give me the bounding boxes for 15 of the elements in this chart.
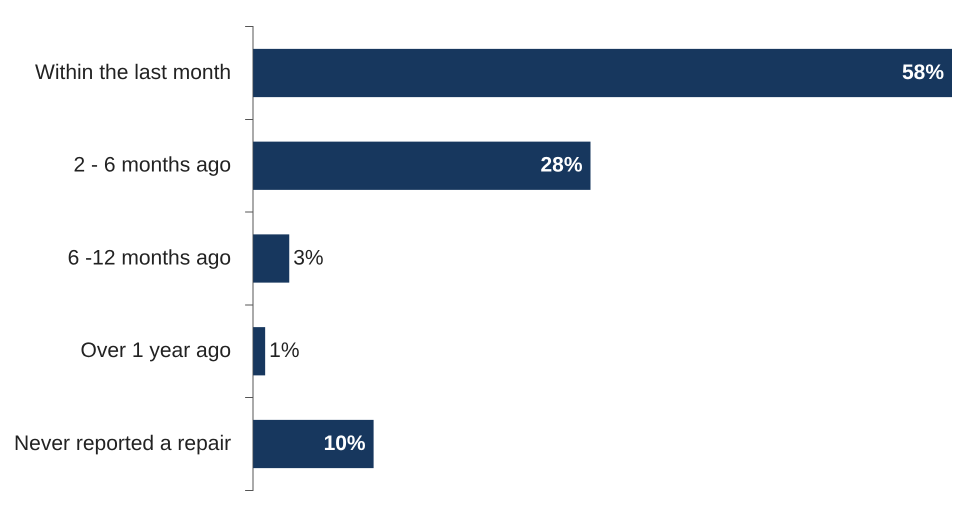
bar	[253, 142, 591, 190]
bar	[253, 234, 290, 283]
data-label: 58%	[902, 60, 944, 84]
y-tick-label: Never reported a repair	[14, 432, 232, 455]
data-label: 28%	[540, 154, 583, 177]
y-tick-label: 2 - 6 months ago	[74, 154, 232, 177]
y-tick-label: Over 1 year ago	[80, 339, 232, 362]
data-label: 10%	[324, 432, 366, 455]
bar	[253, 327, 266, 376]
y-tick-label: Within the last month	[35, 60, 232, 84]
data-label: 3%	[293, 246, 324, 270]
data-label: 1%	[269, 339, 300, 362]
bar	[253, 420, 374, 468]
bar	[253, 48, 952, 98]
y-tick-label: 6 -12 months ago	[68, 246, 232, 270]
